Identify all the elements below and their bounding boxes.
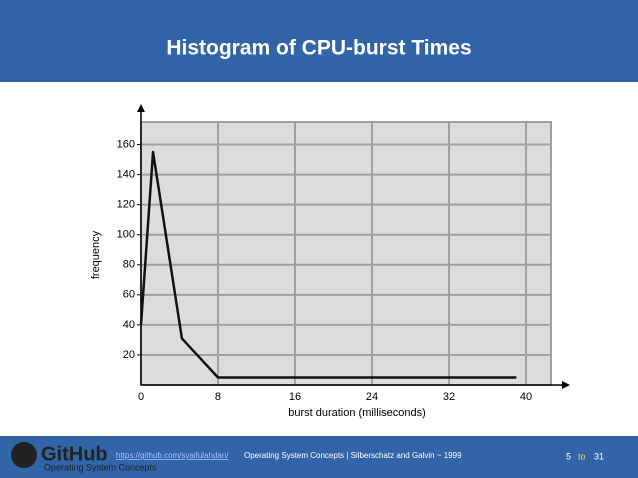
github-icon	[11, 442, 37, 468]
y-tick-label: 80	[123, 259, 135, 271]
y-tick-label: 120	[117, 199, 135, 211]
header-bar	[0, 0, 638, 82]
x-axis-arrow	[562, 381, 570, 389]
chart-title: Histogram of CPU-burst Times	[166, 37, 471, 60]
plot-area	[140, 121, 552, 386]
footer-link[interactable]: https://github.com/syaifulahdan/	[116, 451, 229, 460]
footer-course: Operating System Concepts	[44, 462, 157, 472]
footer-credit: Operating System Concepts | Silberschatz…	[244, 451, 462, 460]
page-number: 5	[566, 451, 571, 461]
x-axis-label: burst duration (milliseconds)	[288, 407, 426, 419]
x-tick-label: 0	[138, 391, 144, 403]
plot: 20 40 60 80 100 120 140 160 0 8 16 24 32 40	[117, 104, 570, 403]
y-tick-label: 100	[117, 229, 135, 241]
footer-logo: GitHub	[41, 443, 108, 465]
y-tick-label: 20	[123, 349, 135, 361]
x-tick-label: 32	[443, 391, 455, 403]
y-tick-label: 40	[123, 319, 135, 331]
x-tick-label: 16	[289, 391, 301, 403]
page-to: to	[578, 451, 586, 461]
x-tick-label: 24	[366, 391, 378, 403]
x-tick-label: 8	[215, 391, 221, 403]
y-axis-arrow	[137, 104, 145, 112]
y-axis-label: frequency	[90, 230, 102, 279]
footer-bar	[0, 436, 638, 478]
y-tick-label: 60	[123, 289, 135, 301]
page-total: 31	[594, 451, 604, 461]
y-tick-label: 140	[117, 169, 135, 181]
x-tick-label: 40	[520, 391, 532, 403]
y-tick-label: 160	[117, 138, 135, 150]
data-line	[139, 150, 517, 379]
